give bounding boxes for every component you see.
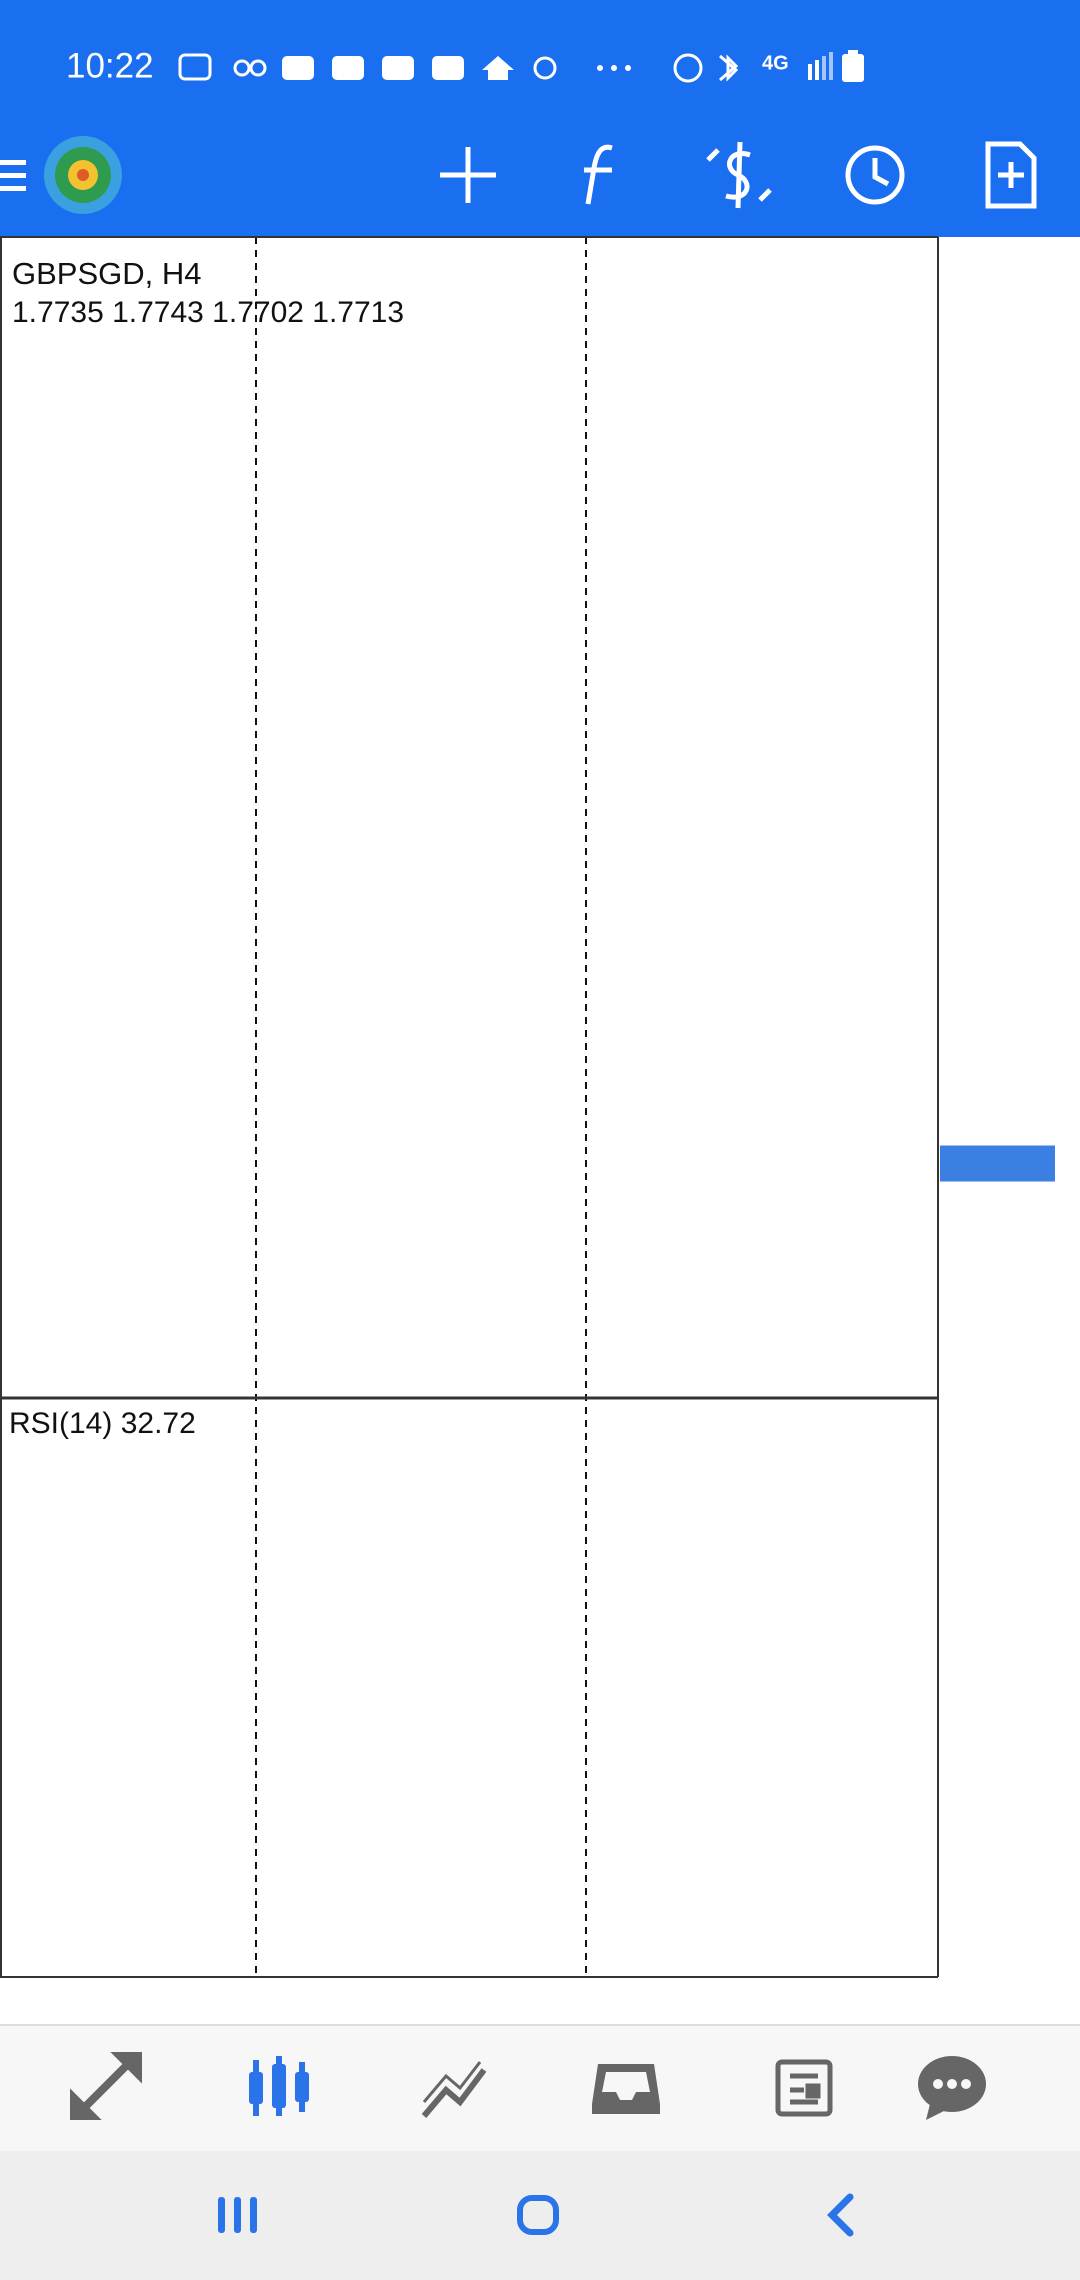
new-order-button[interactable] (985, 141, 1037, 209)
app-logo[interactable] (44, 136, 122, 214)
quotes-tab[interactable] (70, 2052, 142, 2120)
back-button[interactable] (827, 2193, 854, 2237)
clock: 10:22 (66, 46, 154, 85)
chart-symbol: GBPSGD, H4 (12, 256, 202, 291)
menu-button[interactable] (0, 160, 26, 191)
bid-label-box (940, 1145, 1055, 1182)
home-button[interactable] (517, 2195, 559, 2235)
separators (255, 237, 587, 1977)
crosshair-button[interactable] (440, 147, 496, 203)
toolbar (0, 136, 1037, 214)
ohlc-values: 1.7735 1.7743 1.7702 1.7713 (12, 296, 404, 329)
system-nav (0, 2151, 1080, 2280)
rsi-label: RSI(14) 32.72 (9, 1407, 196, 1440)
chat-tab[interactable] (918, 2056, 986, 2120)
header (0, 0, 1080, 237)
network-type: 4G (762, 52, 789, 74)
chart-tab[interactable] (249, 2056, 309, 2116)
period-button[interactable] (845, 145, 905, 205)
trade-tab[interactable] (421, 2061, 487, 2118)
chart-area (0, 237, 1080, 1977)
news-tab[interactable] (775, 2059, 833, 2117)
history-tab[interactable] (592, 2064, 660, 2114)
recent-apps-button[interactable] (218, 2197, 257, 2233)
trade-button[interactable] (706, 141, 772, 209)
status-icons (178, 50, 864, 83)
indicators-button[interactable] (584, 144, 613, 205)
bottom-nav (0, 2025, 1080, 2151)
